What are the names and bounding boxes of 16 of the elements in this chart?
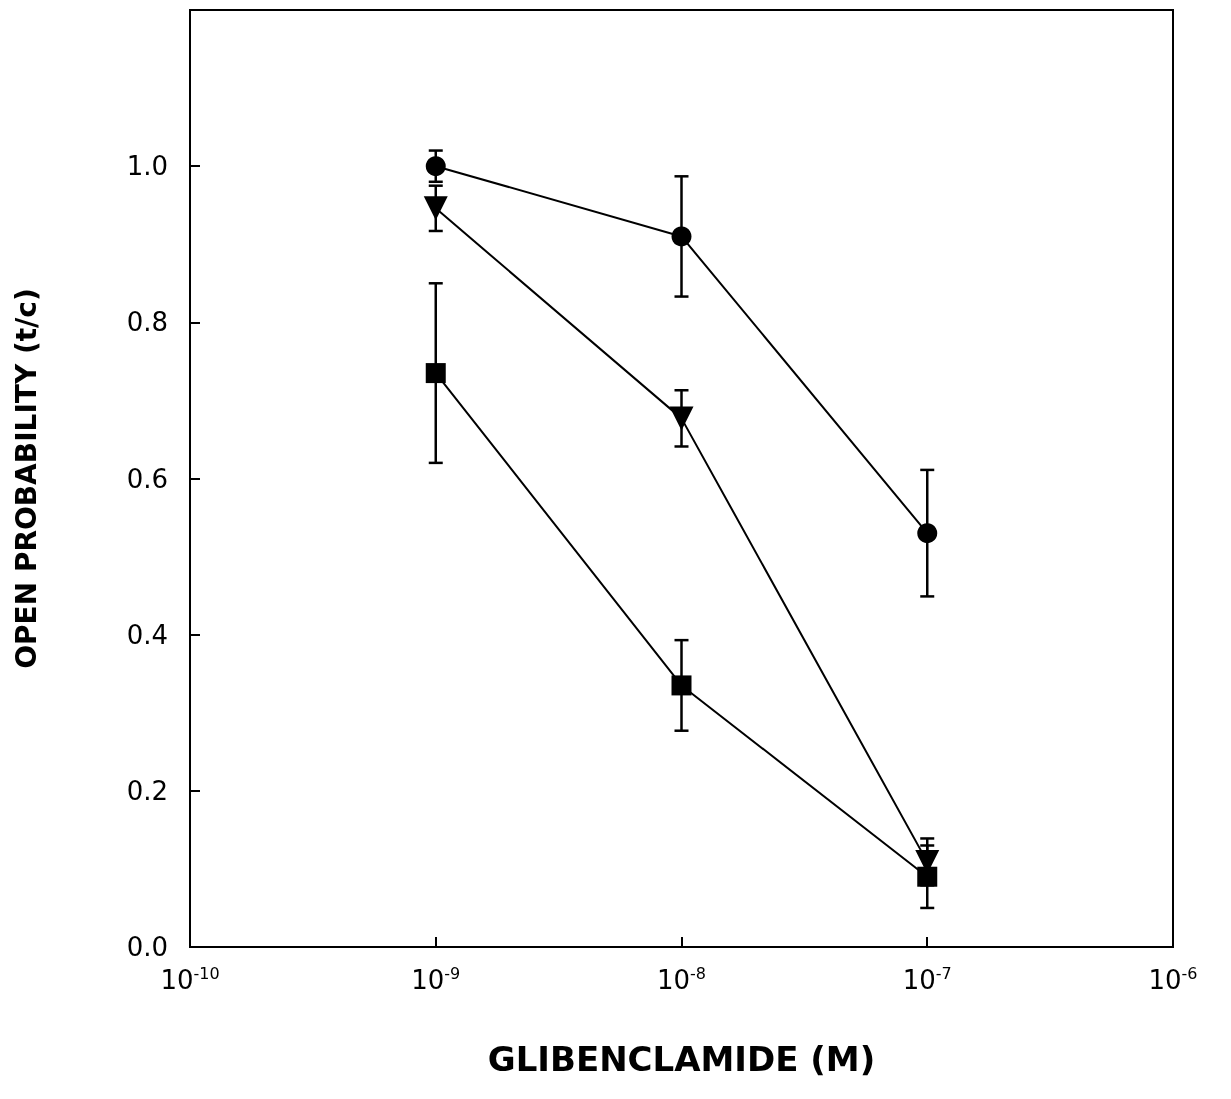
y-tick-label: 0.4: [126, 619, 168, 650]
y-tick-label: 1.0: [126, 151, 168, 182]
point: [917, 523, 938, 544]
y-axis-title: OPEN PROBABILITY (t/c): [9, 288, 43, 669]
point: [425, 156, 446, 177]
point: [425, 363, 446, 384]
point: [671, 226, 692, 247]
y-tick-label: 0.8: [126, 307, 168, 338]
point: [423, 196, 448, 221]
point: [671, 675, 692, 696]
point: [669, 406, 694, 431]
y-tick-label: 0.6: [126, 463, 168, 494]
x-axis-title: GLIBENCLAMIDE (M): [487, 1039, 876, 1079]
y-tick-label: 0.0: [126, 932, 168, 962]
y-tick-label: 0.2: [126, 775, 168, 806]
point: [917, 866, 938, 887]
